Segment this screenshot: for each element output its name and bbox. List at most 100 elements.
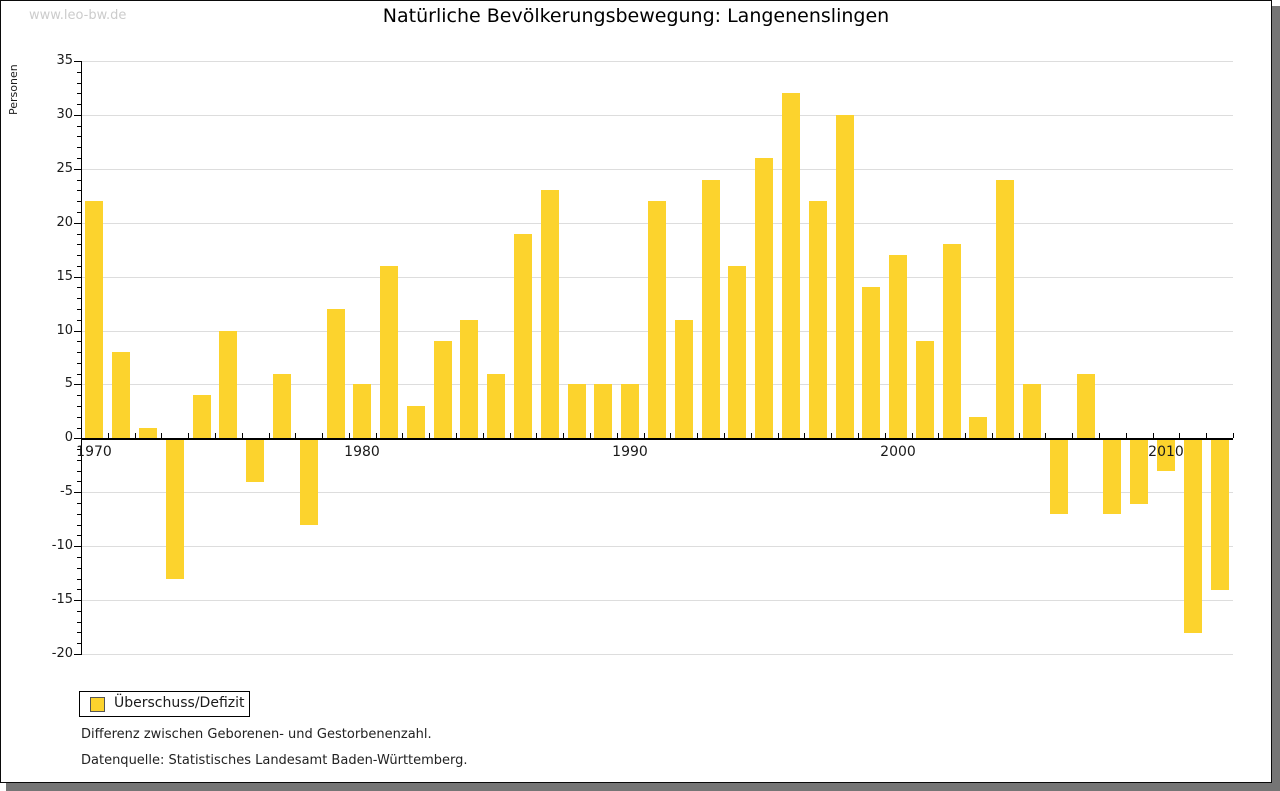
bar-1980 bbox=[353, 384, 371, 438]
x-boundary-tick bbox=[483, 433, 484, 438]
bar-1974 bbox=[193, 395, 211, 438]
x-axis-zero-line bbox=[81, 438, 1233, 440]
y-minor-tick bbox=[77, 320, 81, 321]
chart-title: Natürliche Bevölkerungsbewegung: Langene… bbox=[382, 5, 890, 27]
x-boundary-tick bbox=[912, 433, 913, 438]
x-boundary-tick bbox=[670, 433, 671, 438]
bar-1991 bbox=[648, 201, 666, 438]
y-gridline bbox=[81, 169, 1233, 170]
bar-1993 bbox=[702, 180, 720, 439]
y-gridline bbox=[81, 115, 1233, 116]
y-gridline bbox=[81, 61, 1233, 62]
y-tick-label: 30 bbox=[56, 107, 73, 122]
x-boundary-tick bbox=[536, 433, 537, 438]
y-minor-tick bbox=[77, 309, 81, 310]
bar-1988 bbox=[568, 384, 586, 438]
x-boundary-tick bbox=[376, 433, 377, 438]
y-minor-tick bbox=[77, 255, 81, 256]
y-tick-label: 5 bbox=[64, 376, 73, 391]
bar-1986 bbox=[514, 234, 532, 439]
y-minor-tick bbox=[77, 352, 81, 353]
y-minor-tick bbox=[77, 180, 81, 181]
footnote-datasource: Datenquelle: Statistisches Landesamt Bad… bbox=[81, 753, 468, 768]
y-minor-tick bbox=[77, 428, 81, 429]
y-minor-tick bbox=[77, 363, 81, 364]
y-tick-label: 25 bbox=[56, 161, 73, 176]
y-minor-tick bbox=[77, 126, 81, 127]
y-major-tick bbox=[74, 384, 81, 385]
site-watermark: www.leo-bw.de bbox=[29, 8, 127, 23]
x-boundary-tick bbox=[269, 433, 270, 438]
bar-1998 bbox=[836, 115, 854, 438]
bar-1994 bbox=[728, 266, 746, 439]
y-minor-tick bbox=[77, 93, 81, 94]
y-minor-tick bbox=[77, 535, 81, 536]
bar-1981 bbox=[380, 266, 398, 439]
x-boundary-tick bbox=[1126, 433, 1127, 438]
x-boundary-tick bbox=[161, 433, 162, 438]
bar-1996 bbox=[782, 93, 800, 438]
x-boundary-tick bbox=[295, 433, 296, 438]
bar-2007 bbox=[1077, 374, 1095, 439]
y-minor-tick bbox=[77, 158, 81, 159]
y-minor-tick bbox=[77, 579, 81, 580]
x-boundary-tick bbox=[1045, 433, 1046, 438]
x-boundary-tick bbox=[188, 433, 189, 438]
x-boundary-tick bbox=[885, 433, 886, 438]
y-minor-tick bbox=[77, 83, 81, 84]
bar-1975 bbox=[219, 331, 237, 439]
x-boundary-tick bbox=[751, 433, 752, 438]
y-minor-tick bbox=[77, 190, 81, 191]
y-tick-label: -5 bbox=[60, 484, 73, 499]
y-major-tick bbox=[74, 277, 81, 278]
x-boundary-tick bbox=[617, 433, 618, 438]
y-axis-line bbox=[81, 61, 82, 655]
y-minor-tick bbox=[77, 395, 81, 396]
y-minor-tick bbox=[77, 460, 81, 461]
bar-1999 bbox=[862, 287, 880, 438]
y-minor-tick bbox=[77, 244, 81, 245]
bar-2004 bbox=[996, 180, 1014, 439]
bar-1987 bbox=[541, 190, 559, 438]
x-boundary-tick bbox=[1099, 433, 1100, 438]
x-boundary-tick bbox=[135, 433, 136, 438]
y-minor-tick bbox=[77, 589, 81, 590]
y-minor-tick bbox=[77, 471, 81, 472]
x-boundary-tick bbox=[724, 433, 725, 438]
y-minor-tick bbox=[77, 147, 81, 148]
x-boundary-tick bbox=[215, 433, 216, 438]
bar-2005 bbox=[1023, 384, 1041, 438]
y-tick-label: 10 bbox=[56, 323, 73, 338]
y-minor-tick bbox=[77, 611, 81, 612]
bar-1971 bbox=[112, 352, 130, 438]
y-major-tick bbox=[74, 600, 81, 601]
bar-2001 bbox=[916, 341, 934, 438]
y-minor-tick bbox=[77, 287, 81, 288]
bar-1977 bbox=[273, 374, 291, 439]
y-gridline bbox=[81, 492, 1233, 493]
x-boundary-tick bbox=[402, 433, 403, 438]
x-tick-label: 2010 bbox=[1148, 444, 1184, 460]
bar-2003 bbox=[969, 417, 987, 439]
x-boundary-tick bbox=[456, 433, 457, 438]
bar-2008 bbox=[1103, 440, 1121, 514]
y-minor-tick bbox=[77, 557, 81, 558]
x-boundary-tick bbox=[429, 433, 430, 438]
y-major-tick bbox=[74, 438, 81, 439]
x-boundary-tick bbox=[1206, 433, 1207, 438]
y-minor-tick bbox=[77, 568, 81, 569]
y-major-tick bbox=[74, 546, 81, 547]
legend-label: Überschuss/Defizit bbox=[114, 695, 245, 711]
y-major-tick bbox=[74, 331, 81, 332]
x-boundary-tick bbox=[322, 433, 323, 438]
y-minor-tick bbox=[77, 136, 81, 137]
bar-1979 bbox=[327, 309, 345, 438]
x-boundary-tick bbox=[965, 433, 966, 438]
bar-2009 bbox=[1130, 440, 1148, 504]
y-minor-tick bbox=[77, 104, 81, 105]
y-major-tick bbox=[74, 169, 81, 170]
bar-2011 bbox=[1184, 440, 1202, 633]
x-boundary-tick bbox=[644, 433, 645, 438]
bar-1989 bbox=[594, 384, 612, 438]
